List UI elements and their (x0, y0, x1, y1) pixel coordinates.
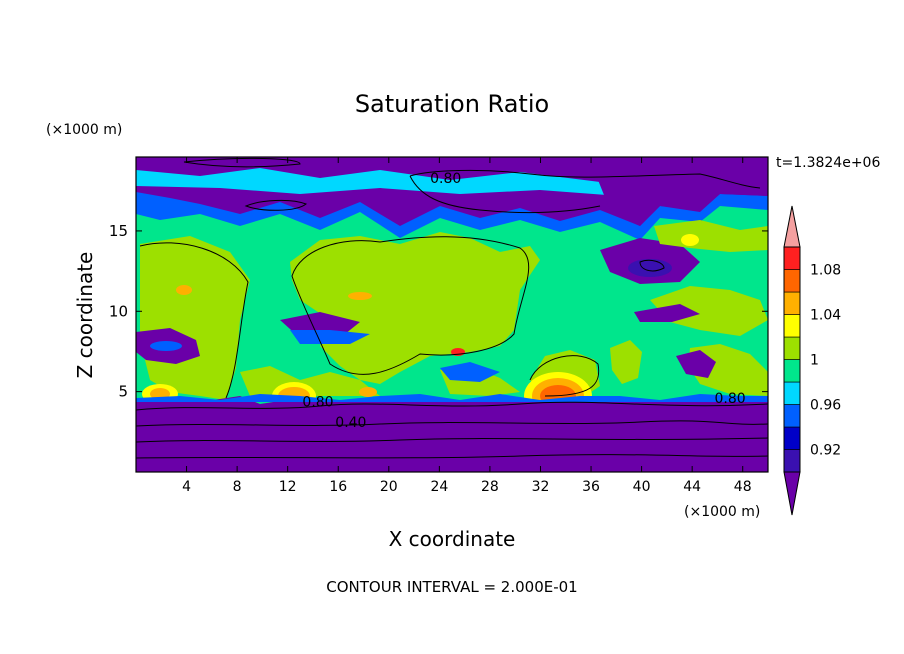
x-tick-label: 28 (481, 479, 499, 495)
colorbar-frame (783, 246, 801, 473)
contour-right-closed (639, 259, 665, 272)
y-unit-label: (×1000 m) (46, 122, 122, 138)
left-lime-region (140, 236, 250, 400)
x-tick-label: 40 (633, 479, 651, 495)
center-lime-region (290, 232, 540, 384)
colorbar-level (783, 336, 801, 360)
colorbar-level (783, 449, 801, 473)
colorbar-level (783, 381, 801, 405)
x-tick-label: 20 (380, 479, 398, 495)
contour-0.80-upper-b (409, 175, 601, 214)
colorbar-tick-label: 1.08 (810, 263, 841, 279)
contour-0.40-lower (136, 437, 768, 443)
x-tick-label: 32 (532, 479, 550, 495)
x-axis-ticks: 4 8 12 16 20 24 28 32 36 40 44 48 (182, 157, 752, 495)
contour-left-region (139, 242, 249, 399)
contour-label: 0.80 (302, 394, 333, 410)
small-warm-spot-3 (681, 234, 699, 246)
lower-center-lime (240, 366, 380, 396)
contour-right-cell (529, 355, 600, 397)
contour-interval-note: CONTOUR INTERVAL = 2.000E-01 (326, 578, 577, 596)
y-axis-ticks: 5 10 15 (109, 222, 768, 401)
colorbar-tick-label: 1.04 (810, 308, 841, 324)
contour-labels: 0.800.80 0.800.40 (302, 171, 745, 431)
colorbar-level (783, 404, 801, 428)
far-right-lime (650, 286, 768, 336)
contour-0.20-lower (136, 454, 768, 459)
colorbar-over-triangle (783, 205, 801, 248)
contour-label: 0.40 (335, 415, 366, 431)
y-tick-label: 5 (118, 383, 128, 401)
colorbar-level (783, 269, 801, 293)
x-tick-label: 4 (182, 479, 191, 495)
x-axis-label: X coordinate (389, 527, 516, 551)
contour-label: 0.80 (714, 391, 745, 407)
y-axis-label: Z coordinate (73, 252, 97, 379)
contour-lines (136, 157, 768, 459)
x-tick-label: 48 (734, 479, 752, 495)
x-tick-label: 36 (582, 479, 600, 495)
colorbar-level (783, 426, 801, 450)
colorbar-level (783, 359, 801, 383)
contour-0.80-upper-a (409, 169, 761, 189)
colorbar-under-triangle (783, 471, 801, 516)
mid-blue-blob (440, 362, 500, 382)
plot-frame (135, 156, 769, 473)
saturation-field (136, 157, 768, 472)
x-unit-label: (×1000 m) (684, 504, 760, 520)
right-dry-streak (634, 304, 700, 322)
surface-cell-4 (359, 387, 377, 397)
contour-label: 0.80 (430, 171, 461, 187)
x-tick-label: 8 (233, 479, 242, 495)
lower-dry-layer (136, 396, 768, 472)
small-warm-spot-2 (348, 292, 372, 300)
colorbar-tick-label: 0.96 (810, 398, 841, 414)
colorbar-tick-label: 1 (810, 353, 819, 369)
contour-0.80-lower (136, 401, 768, 411)
surface-transition-band (136, 394, 768, 402)
colorbar-level (783, 246, 801, 270)
colorbar-tick-label: 0.92 (810, 443, 841, 459)
x-tick-label: 16 (329, 479, 347, 495)
x-tick-label: 12 (279, 479, 297, 495)
x-tick-label: 44 (683, 479, 701, 495)
chart-title: Saturation Ratio (355, 90, 549, 118)
upper-moist-edge (136, 192, 768, 240)
right-dry-blob (676, 350, 716, 378)
colorbar-level (783, 291, 801, 315)
contour-upper-closed (244, 199, 308, 211)
small-lime-cell (610, 340, 642, 384)
x-tick-label: 24 (430, 479, 448, 495)
center-left-blue (290, 330, 370, 344)
left-blue-core (150, 341, 182, 351)
colorbar: 0.92 0.96 1 1.04 1.08 (783, 205, 841, 516)
right-dry-core (628, 259, 672, 277)
contour-0.60-lower (136, 420, 768, 427)
small-warm-spot-1 (176, 285, 192, 295)
contour-top-closed (183, 157, 301, 168)
right-upper-lime (654, 220, 768, 252)
colorbar-level (783, 314, 801, 338)
y-tick-label: 15 (109, 222, 128, 240)
time-label: t=1.3824e+06 (776, 155, 880, 171)
contour-center-region (291, 236, 530, 375)
y-tick-label: 10 (109, 302, 128, 320)
